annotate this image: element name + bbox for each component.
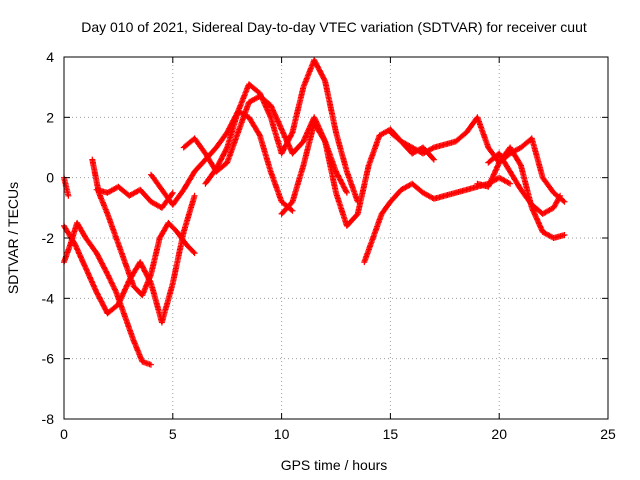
x-tick-label: 0 bbox=[60, 426, 68, 442]
series-track-5 bbox=[93, 183, 176, 211]
x-tick-label: 10 bbox=[274, 426, 290, 442]
chart-title: Day 010 of 2021, Sidereal Day-to-day VTE… bbox=[81, 19, 587, 35]
x-axis-label: GPS time / hours bbox=[281, 457, 388, 473]
series-track-10 bbox=[361, 174, 514, 266]
x-tick-label: 5 bbox=[169, 426, 177, 442]
series-track-13 bbox=[485, 150, 564, 217]
y-axis-label: SDTVAR / TECUs bbox=[5, 182, 21, 294]
series-track-2 bbox=[61, 174, 72, 199]
grid bbox=[64, 57, 608, 419]
y-tick-label: 4 bbox=[46, 49, 54, 65]
series-track-8 bbox=[202, 57, 361, 205]
series-markers bbox=[278, 120, 437, 229]
series-markers bbox=[202, 57, 361, 205]
series-markers bbox=[93, 183, 176, 211]
x-tick-label: 15 bbox=[383, 426, 399, 442]
series-markers bbox=[361, 174, 514, 266]
data-series bbox=[61, 57, 568, 368]
y-tick-label: -6 bbox=[42, 351, 55, 367]
y-tick-label: 0 bbox=[46, 170, 54, 186]
series-track-11 bbox=[387, 114, 568, 205]
series-track-9 bbox=[278, 120, 437, 229]
series-markers bbox=[387, 114, 568, 205]
series-markers bbox=[89, 156, 198, 299]
y-tick-label: 2 bbox=[46, 109, 54, 125]
series-track-3 bbox=[61, 192, 198, 326]
y-tick-label: -2 bbox=[42, 230, 55, 246]
series-markers bbox=[61, 192, 198, 326]
x-tick-label: 20 bbox=[491, 426, 507, 442]
x-tick-label: 25 bbox=[600, 426, 616, 442]
series-track-4 bbox=[89, 156, 198, 299]
y-tick-label: -4 bbox=[42, 290, 55, 306]
y-tick-label: -8 bbox=[42, 411, 55, 427]
series-markers bbox=[485, 150, 564, 217]
series-markers bbox=[61, 174, 72, 199]
axis-ticks: 0 5 10 15 20 25 -8 -6 -4 -2 0 2 4 bbox=[42, 49, 616, 442]
